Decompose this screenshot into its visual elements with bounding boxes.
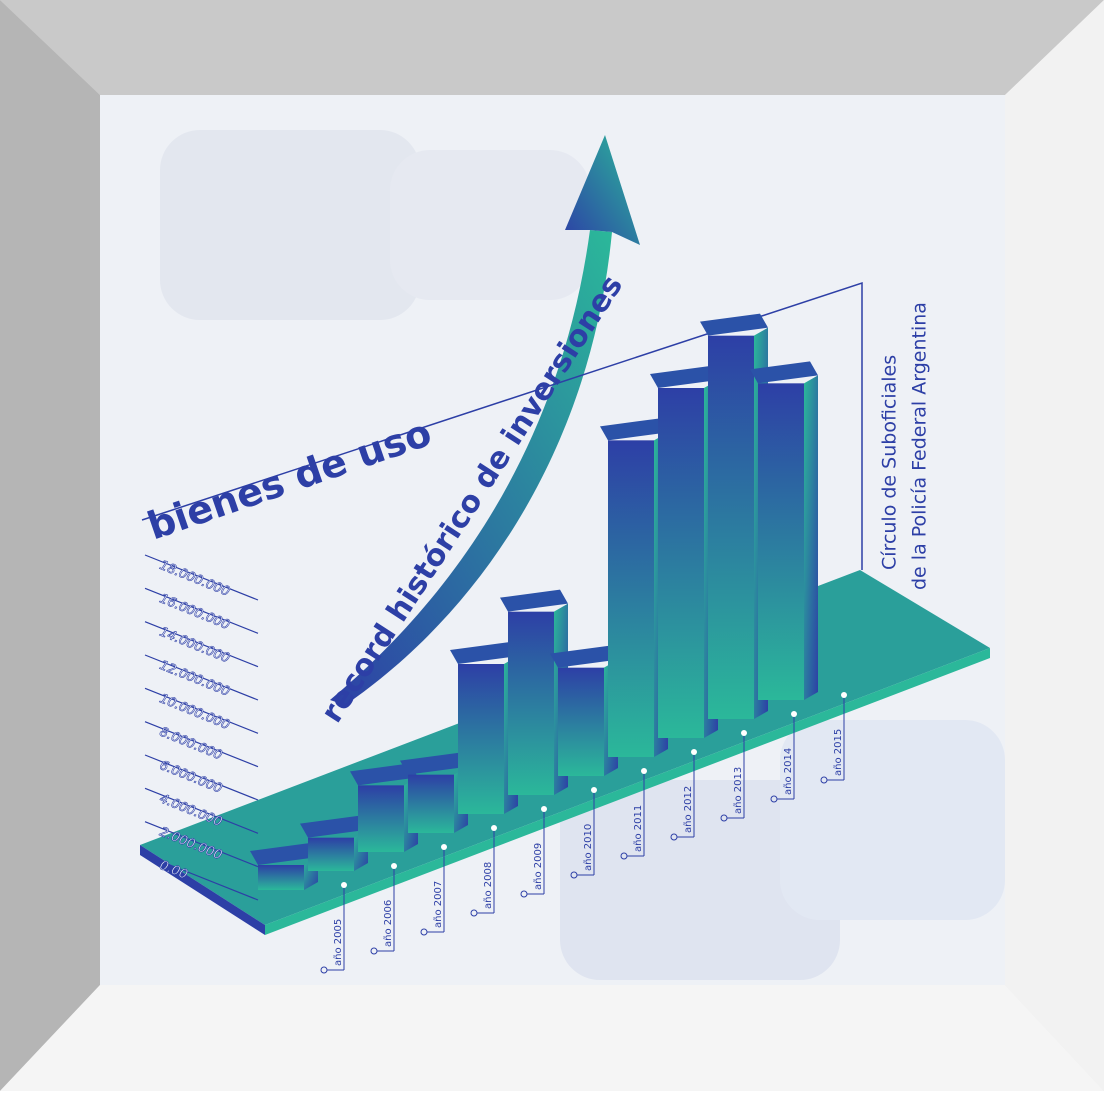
tick-line xyxy=(144,787,259,834)
bar-top xyxy=(450,642,518,664)
x-tick-label: año 2013 xyxy=(733,767,744,814)
tick-dot xyxy=(741,730,747,736)
tick-line xyxy=(144,587,259,634)
bar-front xyxy=(408,774,454,833)
x-tick-label: año 2007 xyxy=(433,881,444,928)
bar-top xyxy=(600,418,668,441)
bar xyxy=(650,366,718,738)
bar-front xyxy=(708,335,754,719)
bar-front xyxy=(308,837,354,871)
bar xyxy=(600,418,668,757)
tick-dot xyxy=(441,844,447,850)
bar-top xyxy=(250,843,318,865)
bar xyxy=(250,843,318,890)
bar-top xyxy=(750,361,818,384)
x-tick-label: año 2006 xyxy=(383,900,394,947)
tick-dot xyxy=(691,749,697,755)
x-tick-label: año 2015 xyxy=(833,729,844,776)
bar-top xyxy=(300,815,368,838)
bar-side xyxy=(804,375,818,700)
bar xyxy=(750,361,818,700)
bar xyxy=(450,642,518,814)
tick-line xyxy=(144,854,259,901)
bar-top xyxy=(650,366,718,388)
x-tick-label: año 2008 xyxy=(483,862,494,909)
bar-top xyxy=(400,752,468,775)
tick-dot xyxy=(641,768,647,774)
bar-front xyxy=(358,785,404,852)
bar-top xyxy=(500,589,568,612)
tick-line xyxy=(144,554,259,601)
x-tick-label: año 2014 xyxy=(783,748,794,795)
tick-line xyxy=(144,821,259,868)
tick-line xyxy=(144,754,259,801)
bar xyxy=(400,752,468,833)
x-tick-label: año 2010 xyxy=(583,824,594,871)
tick-line xyxy=(144,721,259,768)
bar-front xyxy=(258,865,304,890)
bar-front xyxy=(658,388,704,738)
x-tick-label: año 2011 xyxy=(633,805,644,852)
x-tick-label: año 2005 xyxy=(333,919,344,966)
annotation: Círculo de Suboficiales xyxy=(879,355,901,570)
bar-top xyxy=(350,763,418,786)
bar-front xyxy=(758,383,804,700)
x-tick-label: año 2009 xyxy=(533,843,544,890)
tick-dot xyxy=(391,863,397,869)
bar-top xyxy=(550,645,618,668)
bar-top xyxy=(700,313,768,336)
bar-front xyxy=(458,664,504,814)
bar xyxy=(300,815,368,871)
bar-front xyxy=(508,611,554,795)
bar xyxy=(350,763,418,852)
growth-arrow xyxy=(330,135,640,705)
tick-dot xyxy=(541,806,547,812)
bar xyxy=(500,589,568,795)
tick-dot xyxy=(591,787,597,793)
tick-dot xyxy=(791,711,797,717)
tick-line xyxy=(144,621,259,668)
bar-front xyxy=(558,667,604,776)
tick-line xyxy=(144,654,259,701)
bar-front xyxy=(608,440,654,757)
annotation: de la Policía Federal Argentina xyxy=(909,302,931,590)
tick-dot xyxy=(341,882,347,888)
tick-line xyxy=(144,687,259,734)
tick-dot xyxy=(491,825,497,831)
tick-dot xyxy=(841,692,847,698)
callout-line xyxy=(141,281,863,570)
x-tick-label: año 2012 xyxy=(683,786,694,833)
